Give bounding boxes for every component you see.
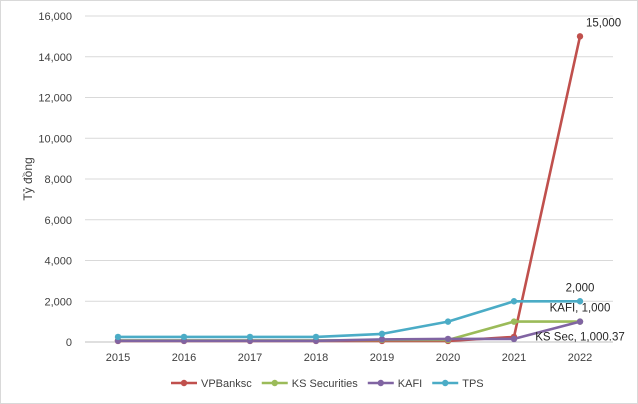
data-point-tps: [180, 333, 188, 341]
legend-marker-tps: [442, 379, 449, 387]
y-tick-label: 10,000: [38, 133, 72, 145]
y-tick-label: 16,000: [38, 11, 72, 23]
legend-marker-kafi: [377, 379, 384, 387]
data-point-kafi: [576, 318, 584, 325]
series-line-vpbanksc: [116, 35, 582, 343]
y-tick-label: 8,000: [44, 174, 72, 186]
x-tick-label: 2022: [568, 352, 592, 364]
data-label: KAFI, 1,000: [550, 303, 611, 315]
series-points: [114, 33, 584, 345]
data-point-tps: [378, 330, 386, 338]
data-point-kafi: [510, 335, 518, 343]
y-tick-label: 12,000: [38, 93, 72, 105]
legend-label: TPS: [462, 378, 483, 390]
x-tick-label: 2020: [436, 352, 460, 364]
x-tick-labels: 2015 2016 2017 2018 2019 2020 2021 2022: [106, 352, 592, 364]
x-tick-label: 2018: [304, 352, 328, 364]
data-point-ks-securities: [510, 318, 518, 325]
series-lines: [116, 35, 582, 343]
data-point-kafi: [444, 335, 452, 343]
x-tick-label: 2016: [172, 352, 196, 364]
y-tick-label: 6,000: [44, 215, 72, 227]
legend-marker-vpbanksc: [180, 379, 188, 387]
data-point-kafi: [378, 336, 386, 343]
data-point-tps: [510, 298, 518, 305]
data-annotations: 15,000 2,000 KAFI, 1,000 KS Sec, 1,000.37: [535, 17, 625, 343]
x-tick-label: 2019: [370, 352, 394, 364]
data-point-tps: [444, 318, 452, 325]
y-axis-title: Tỷ đồng: [21, 157, 35, 200]
legend-label: VPBanksc: [201, 378, 252, 390]
data-point-tps: [246, 333, 254, 341]
series-line-tps: [116, 300, 582, 339]
y-tick-label: 4,000: [44, 256, 72, 268]
y-tick-label: 2,000: [44, 296, 72, 308]
legend-marker-ks-securities: [271, 379, 278, 387]
legend-label: KS Securities: [292, 378, 359, 390]
data-point-tps: [576, 298, 584, 305]
data-point-tps: [114, 333, 122, 341]
x-tick-label: 2021: [502, 352, 526, 364]
data-label: 2,000: [566, 282, 595, 294]
legend: VPBanksc KS Securities KAFI TPS: [171, 378, 484, 390]
y-tick-label: 0: [66, 337, 72, 349]
gridlines: [85, 15, 613, 343]
data-label: 15,000: [586, 17, 621, 29]
x-tick-label: 2017: [238, 352, 262, 364]
series-line-kafi: [116, 320, 582, 343]
data-point-tps: [312, 333, 320, 341]
data-label: KS Sec, 1,000.37: [535, 332, 625, 344]
y-tick-label: 14,000: [38, 52, 72, 64]
legend-label: KAFI: [398, 378, 422, 390]
data-point-vpbanksc: [576, 33, 584, 40]
x-tick-label: 2015: [106, 352, 130, 364]
y-tick-labels: 0 2,000 4,000 6,000 8,000 10,000 12,000 14,000 1…: [38, 11, 72, 349]
